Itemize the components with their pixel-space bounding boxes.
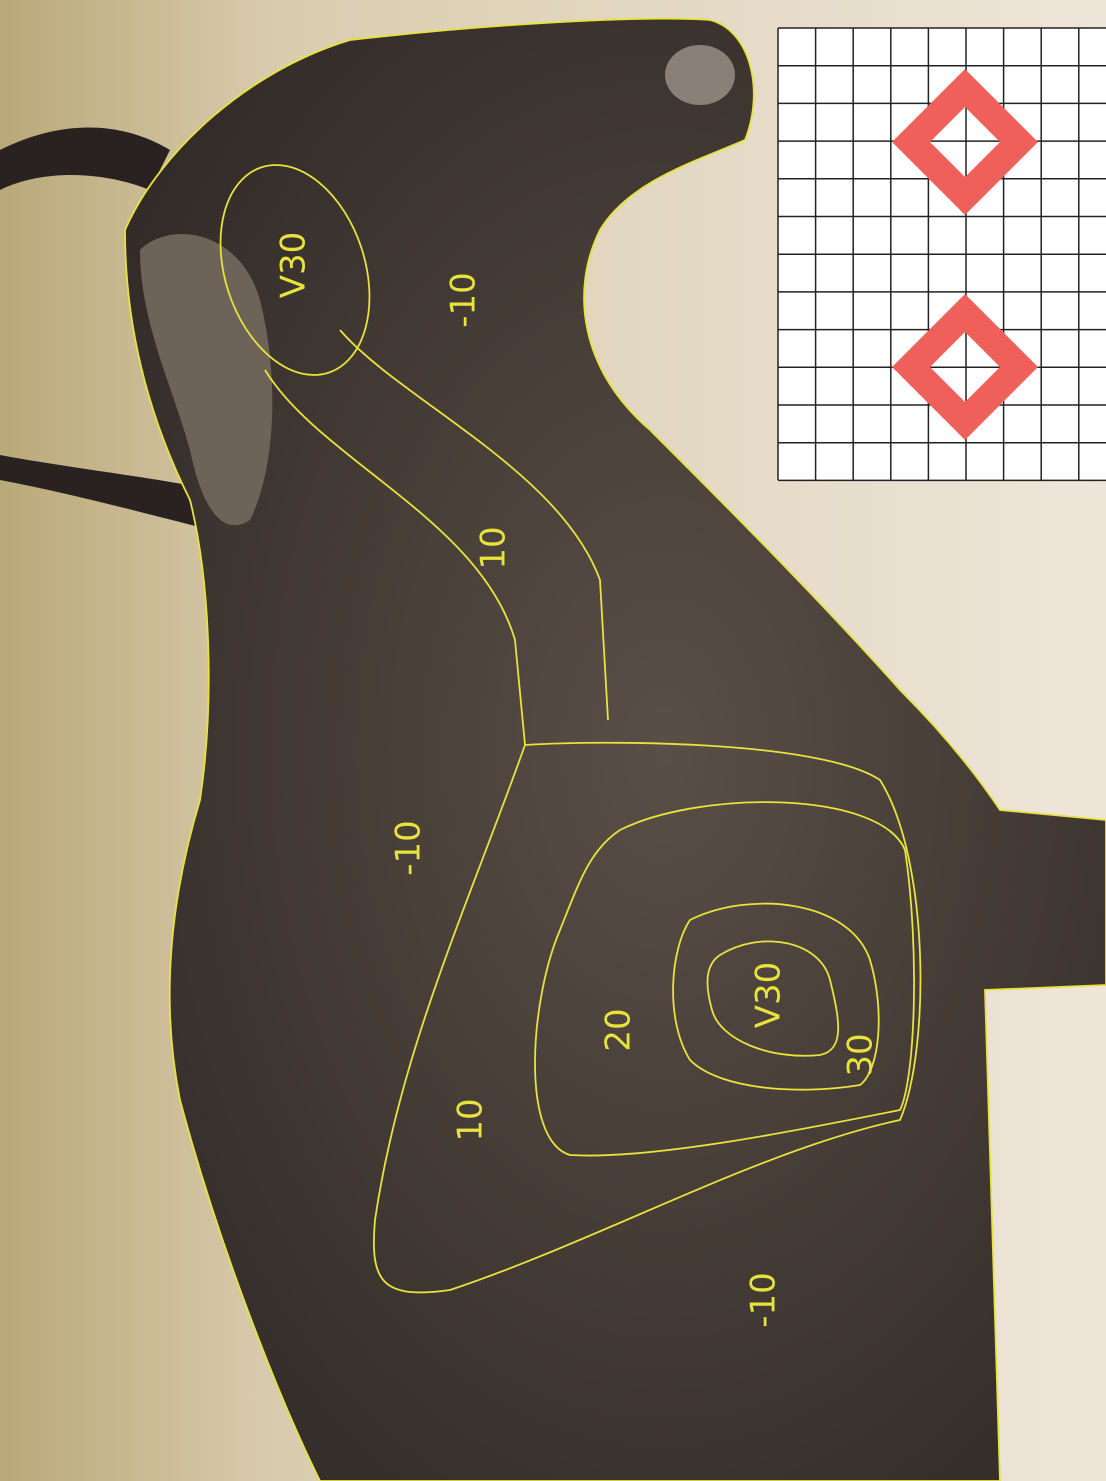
contour-label: -10 xyxy=(389,820,429,876)
page: {"labels": ["V30", "-10", "10", "-10", "… xyxy=(0,0,1106,1481)
nostril xyxy=(665,45,735,105)
contour-label: 20 xyxy=(599,1008,639,1051)
target-image: V30 -10 10 -10 20 V30 30 10 -10 xyxy=(0,0,1106,1481)
contour-label: -10 xyxy=(744,1272,784,1328)
contour-label: 10 xyxy=(474,526,514,569)
contour-label: 10 xyxy=(451,1098,491,1141)
contour-label: V30 xyxy=(274,232,314,299)
contour-label: V30 xyxy=(749,962,789,1029)
contour-label: -10 xyxy=(444,272,484,328)
contour-label: 30 xyxy=(841,1033,881,1076)
